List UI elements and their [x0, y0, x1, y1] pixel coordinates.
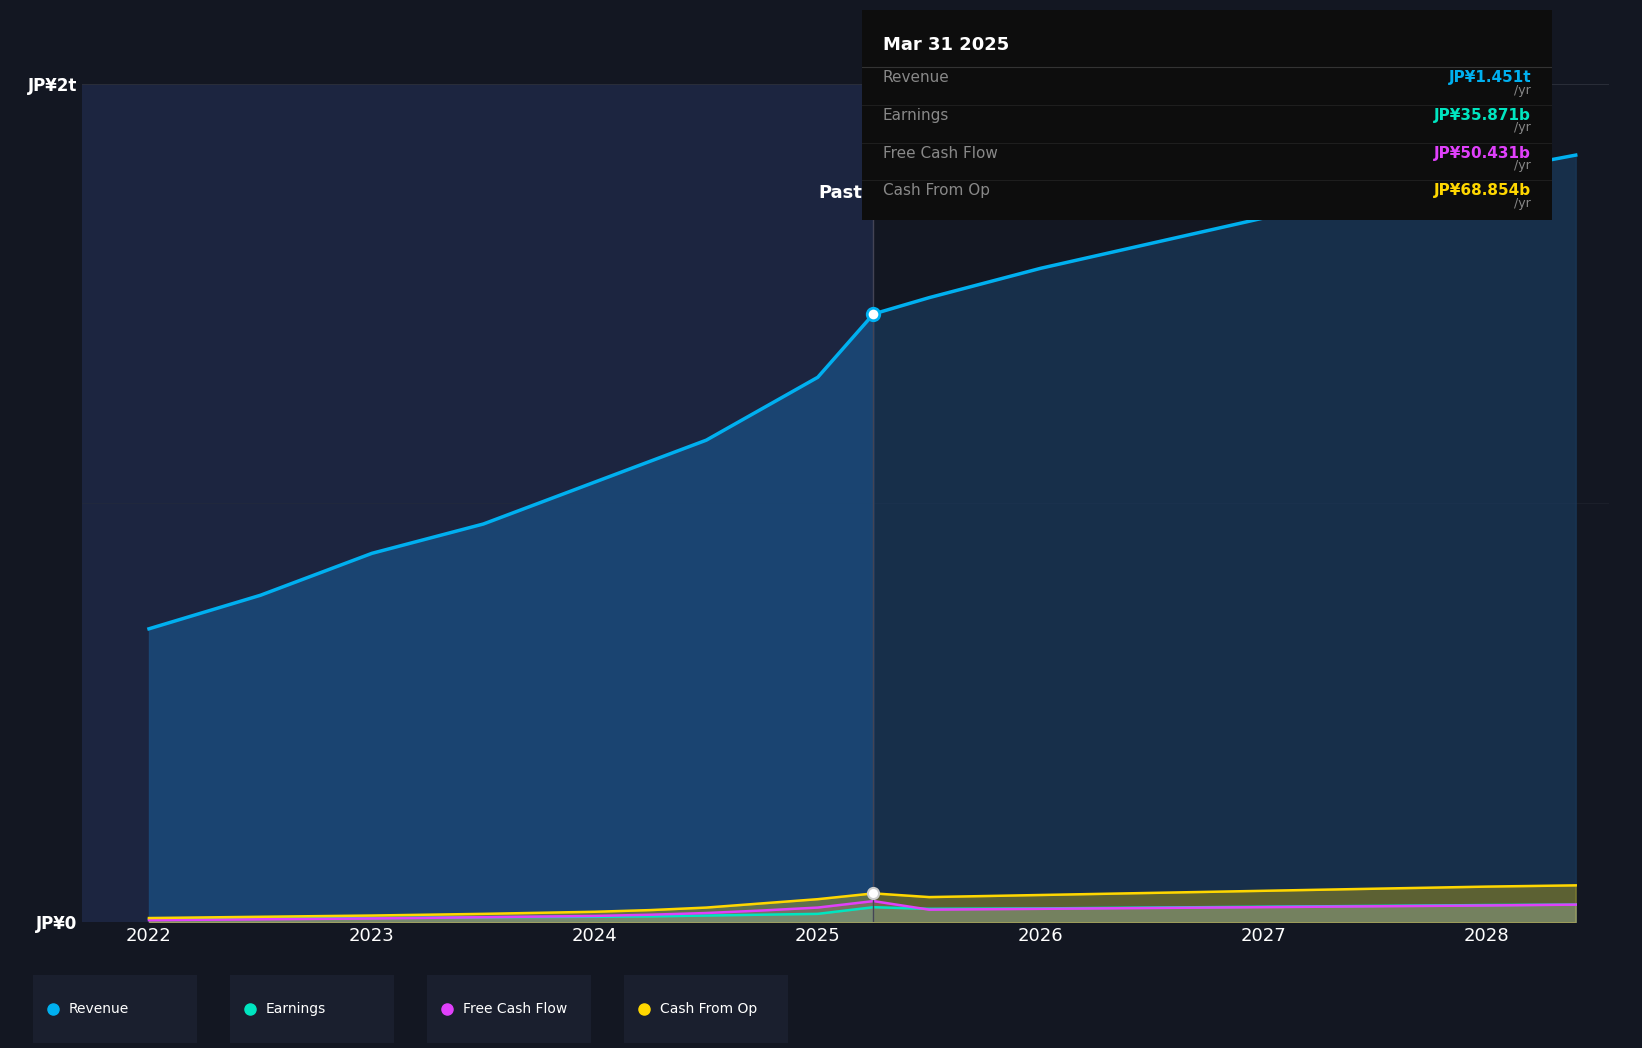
Bar — [82, 84, 874, 922]
Text: /yr: /yr — [1514, 197, 1530, 210]
Text: JP¥1.451t: JP¥1.451t — [1448, 70, 1530, 85]
Text: Earnings: Earnings — [266, 1002, 327, 1016]
Text: Free Cash Flow: Free Cash Flow — [463, 1002, 566, 1016]
Text: Cash From Op: Cash From Op — [660, 1002, 757, 1016]
Text: Free Cash Flow: Free Cash Flow — [883, 146, 998, 160]
Text: Mar 31 2025: Mar 31 2025 — [883, 36, 1008, 53]
Text: Earnings: Earnings — [883, 108, 949, 123]
Text: /yr: /yr — [1514, 122, 1530, 134]
Text: Past: Past — [818, 184, 862, 202]
Text: JP¥50.431b: JP¥50.431b — [1433, 146, 1530, 160]
Text: Revenue: Revenue — [883, 70, 949, 85]
Text: JP¥35.871b: JP¥35.871b — [1433, 108, 1530, 123]
Bar — [874, 84, 1609, 922]
Text: Cash From Op: Cash From Op — [883, 183, 990, 198]
Text: /yr: /yr — [1514, 84, 1530, 96]
Text: /yr: /yr — [1514, 159, 1530, 172]
Text: JP¥68.854b: JP¥68.854b — [1433, 183, 1530, 198]
Text: Revenue: Revenue — [69, 1002, 130, 1016]
Text: Analysts Forecasts: Analysts Forecasts — [885, 184, 1053, 202]
